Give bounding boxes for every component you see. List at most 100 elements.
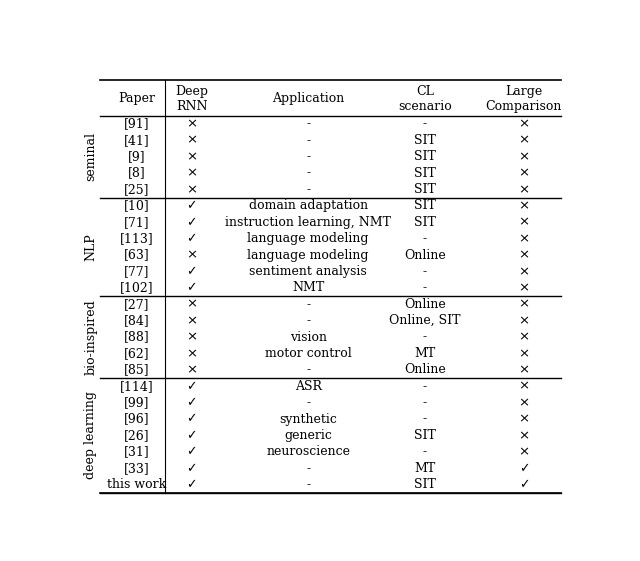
Text: [114]: [114]	[120, 380, 154, 393]
Text: -: -	[306, 117, 310, 130]
Text: [96]: [96]	[124, 412, 150, 426]
Text: -: -	[422, 412, 427, 426]
Text: neuroscience: neuroscience	[266, 445, 350, 458]
Text: -: -	[306, 150, 310, 163]
Text: $\times$: $\times$	[518, 364, 529, 376]
Text: -: -	[306, 134, 310, 147]
Text: domain adaptation: domain adaptation	[248, 199, 368, 213]
Text: SIT: SIT	[414, 216, 436, 229]
Text: language modeling: language modeling	[248, 232, 369, 245]
Text: [88]: [88]	[124, 330, 150, 343]
Text: $\times$: $\times$	[518, 429, 529, 442]
Text: SIT: SIT	[414, 199, 436, 213]
Text: $\times$: $\times$	[186, 117, 197, 130]
Text: $\times$: $\times$	[518, 298, 529, 311]
Text: $\times$: $\times$	[518, 396, 529, 409]
Text: [77]: [77]	[124, 265, 150, 278]
Text: SIT: SIT	[414, 478, 436, 491]
Text: generic: generic	[284, 429, 332, 442]
Text: [27]: [27]	[124, 298, 150, 311]
Text: -: -	[422, 282, 427, 295]
Text: [25]: [25]	[124, 183, 150, 196]
Text: scenario: scenario	[398, 100, 452, 113]
Text: Comparison: Comparison	[486, 100, 562, 113]
Text: $\times$: $\times$	[518, 216, 529, 229]
Text: $\times$: $\times$	[518, 117, 529, 130]
Text: $\times$: $\times$	[518, 150, 529, 163]
Text: motor control: motor control	[265, 347, 351, 360]
Text: -: -	[422, 396, 427, 409]
Text: $\times$: $\times$	[518, 265, 529, 278]
Text: -: -	[422, 265, 427, 278]
Text: bio-inspired: bio-inspired	[84, 299, 97, 375]
Text: sentiment analysis: sentiment analysis	[250, 265, 367, 278]
Text: ✓: ✓	[518, 462, 529, 475]
Text: [85]: [85]	[124, 364, 150, 376]
Text: $\times$: $\times$	[518, 134, 529, 147]
Text: seminal: seminal	[84, 132, 97, 181]
Text: Deep: Deep	[175, 85, 208, 99]
Text: ✓: ✓	[186, 396, 197, 409]
Text: NMT: NMT	[292, 282, 324, 295]
Text: $\times$: $\times$	[518, 199, 529, 213]
Text: $\times$: $\times$	[518, 445, 529, 458]
Text: -: -	[422, 330, 427, 343]
Text: ✓: ✓	[186, 412, 197, 426]
Text: SIT: SIT	[414, 150, 436, 163]
Text: instruction learning, NMT: instruction learning, NMT	[225, 216, 391, 229]
Text: [91]: [91]	[124, 117, 150, 130]
Text: ✓: ✓	[186, 265, 197, 278]
Text: $\times$: $\times$	[186, 150, 197, 163]
Text: $\times$: $\times$	[518, 412, 529, 426]
Text: SIT: SIT	[414, 134, 436, 147]
Text: ✓: ✓	[186, 232, 197, 245]
Text: [26]: [26]	[124, 429, 150, 442]
Text: [99]: [99]	[124, 396, 150, 409]
Text: ✓: ✓	[186, 445, 197, 458]
Text: Online: Online	[404, 298, 445, 311]
Text: -: -	[422, 117, 427, 130]
Text: $\times$: $\times$	[518, 330, 529, 343]
Text: $\times$: $\times$	[186, 298, 197, 311]
Text: [84]: [84]	[124, 314, 150, 327]
Text: [8]: [8]	[128, 167, 146, 180]
Text: SIT: SIT	[414, 167, 436, 180]
Text: NLP: NLP	[84, 233, 97, 261]
Text: CL: CL	[416, 85, 434, 99]
Text: Application: Application	[272, 93, 344, 105]
Text: $\times$: $\times$	[186, 134, 197, 147]
Text: $\times$: $\times$	[518, 167, 529, 180]
Text: [71]: [71]	[124, 216, 150, 229]
Text: $\times$: $\times$	[186, 183, 197, 196]
Text: SIT: SIT	[414, 429, 436, 442]
Text: [31]: [31]	[124, 445, 150, 458]
Text: [10]: [10]	[124, 199, 150, 213]
Text: [33]: [33]	[124, 462, 150, 475]
Text: Online: Online	[404, 249, 445, 261]
Text: -: -	[306, 298, 310, 311]
Text: $\times$: $\times$	[518, 380, 529, 393]
Text: MT: MT	[414, 347, 435, 360]
Text: $\times$: $\times$	[518, 183, 529, 196]
Text: Online, SIT: Online, SIT	[389, 314, 460, 327]
Text: Paper: Paper	[118, 93, 156, 105]
Text: -: -	[306, 478, 310, 491]
Text: deep learning: deep learning	[84, 392, 97, 480]
Text: -: -	[422, 232, 427, 245]
Text: $\times$: $\times$	[518, 232, 529, 245]
Text: $\times$: $\times$	[518, 249, 529, 261]
Text: $\times$: $\times$	[186, 314, 197, 327]
Text: [113]: [113]	[120, 232, 154, 245]
Text: [9]: [9]	[128, 150, 146, 163]
Text: Large: Large	[506, 85, 543, 99]
Text: $\times$: $\times$	[518, 347, 529, 360]
Text: Online: Online	[404, 364, 445, 376]
Text: MT: MT	[414, 462, 435, 475]
Text: $\times$: $\times$	[186, 347, 197, 360]
Text: $\times$: $\times$	[186, 249, 197, 261]
Text: -: -	[306, 314, 310, 327]
Text: [62]: [62]	[124, 347, 150, 360]
Text: -: -	[306, 462, 310, 475]
Text: [41]: [41]	[124, 134, 150, 147]
Text: $\times$: $\times$	[518, 314, 529, 327]
